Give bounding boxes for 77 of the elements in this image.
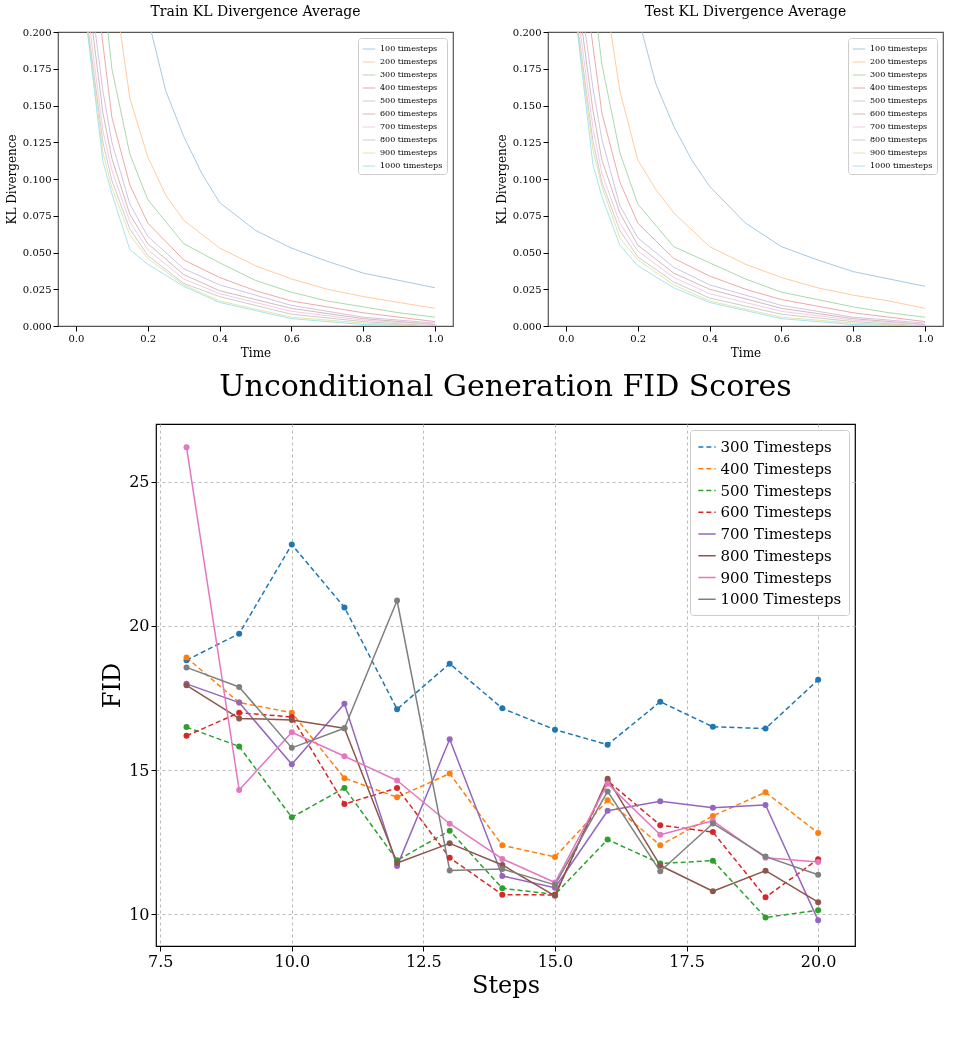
legend-label: 500 timesteps [870,96,928,105]
x-tick-label: 1.0 [427,332,444,344]
legend-label: 800 Timesteps [720,546,832,565]
legend-label: 1000 timesteps [380,161,443,170]
y-axis-title: FID [98,662,127,709]
x-axis-title: Steps [472,970,540,999]
x-tick-label: 17.5 [669,951,705,971]
y-tick-label: 0.175 [512,63,542,75]
legend-label: 400 Timesteps [720,459,832,478]
y-tick-label: 0.025 [512,283,542,295]
y-tick-label: 0.000 [512,320,542,332]
legend-label: 1000 Timesteps [720,590,842,609]
y-tick-label: 0.125 [22,136,52,148]
legend-label: 500 timesteps [380,96,438,105]
legend-label: 700 timesteps [380,122,438,131]
legend-label: 900 timesteps [870,148,928,157]
x-tick-label: 0.0 [558,332,575,344]
y-tick-label: 0.050 [22,247,52,258]
y-tick-label: 0.000 [22,320,52,332]
y-tick-label: 0.075 [22,210,52,222]
legend-label: 700 Timesteps [720,525,832,543]
x-tick-label: 0.6 [773,332,790,344]
y-tick-label: 10 [129,904,150,924]
legend-label: 900 timesteps [380,148,438,157]
x-tick-label: 1.0 [917,332,934,344]
y-tick-label: 0.150 [512,100,542,111]
x-tick-label: 12.5 [406,951,442,971]
legend-label: 300 timesteps [380,70,438,79]
y-tick-label: 0.125 [512,136,542,148]
x-tick-label: 0.6 [283,332,300,344]
legend-label: 600 timesteps [870,109,928,118]
legend-label: 800 timesteps [870,135,928,144]
legend-label: 900 Timesteps [720,568,832,587]
x-tick-label: 0.4 [212,332,229,344]
y-tick-label: 20 [129,616,150,636]
legend-label: 500 Timesteps [720,481,832,500]
y-tick-label: 0.150 [22,100,52,111]
y-tick-label: 0.100 [22,173,52,185]
legend-label: 200 timesteps [380,57,438,66]
legend-label: 100 timesteps [380,44,438,53]
y-tick-label: 0.100 [512,173,542,185]
chart-title: Train KL Divergence Average [150,3,361,19]
legend-label: 400 timesteps [870,83,928,92]
x-tick-label: 7.5 [147,951,174,971]
y-axis-title: KL Divergence [4,134,19,225]
x-tick-label: 15.0 [537,951,574,971]
x-tick-label: 20.0 [800,951,837,971]
legend-label: 1000 timesteps [870,161,933,170]
legend-label: 600 timesteps [380,109,438,118]
x-tick-label: 0.0 [68,332,85,344]
x-tick-label: 0.4 [702,332,719,344]
y-tick-label: 0.200 [512,26,542,38]
legend-label: 800 timesteps [380,135,438,144]
legend-label: 200 timesteps [870,57,928,66]
y-tick-label: 0.175 [22,63,52,75]
legend-label: 300 Timesteps [720,438,832,456]
y-tick-label: 15 [129,760,150,780]
x-tick-label: 0.2 [630,332,647,344]
x-tick-label: 10.0 [274,951,311,971]
chart-title: Unconditional Generation FID Scores [219,368,792,403]
y-tick-label: 0.075 [512,210,542,222]
legend-label: 400 timesteps [380,83,438,92]
y-tick-label: 0.025 [22,283,52,295]
x-tick-label: 0.8 [355,332,372,344]
x-axis-title: Time [730,345,762,360]
y-tick-label: 0.050 [512,247,542,258]
legend-label: 600 Timesteps [720,503,832,522]
x-tick-label: 0.2 [140,332,157,344]
chart-title: Test KL Divergence Average [644,3,847,19]
x-axis-title: Time [240,345,272,360]
legend-label: 300 timesteps [870,70,928,79]
y-tick-label: 0.200 [22,26,52,38]
x-tick-label: 0.8 [845,332,862,344]
legend-label: 700 timesteps [870,122,928,131]
legend-label: 100 timesteps [870,44,928,53]
y-axis-title: KL Divergence [494,134,509,225]
y-tick-label: 25 [129,472,150,492]
